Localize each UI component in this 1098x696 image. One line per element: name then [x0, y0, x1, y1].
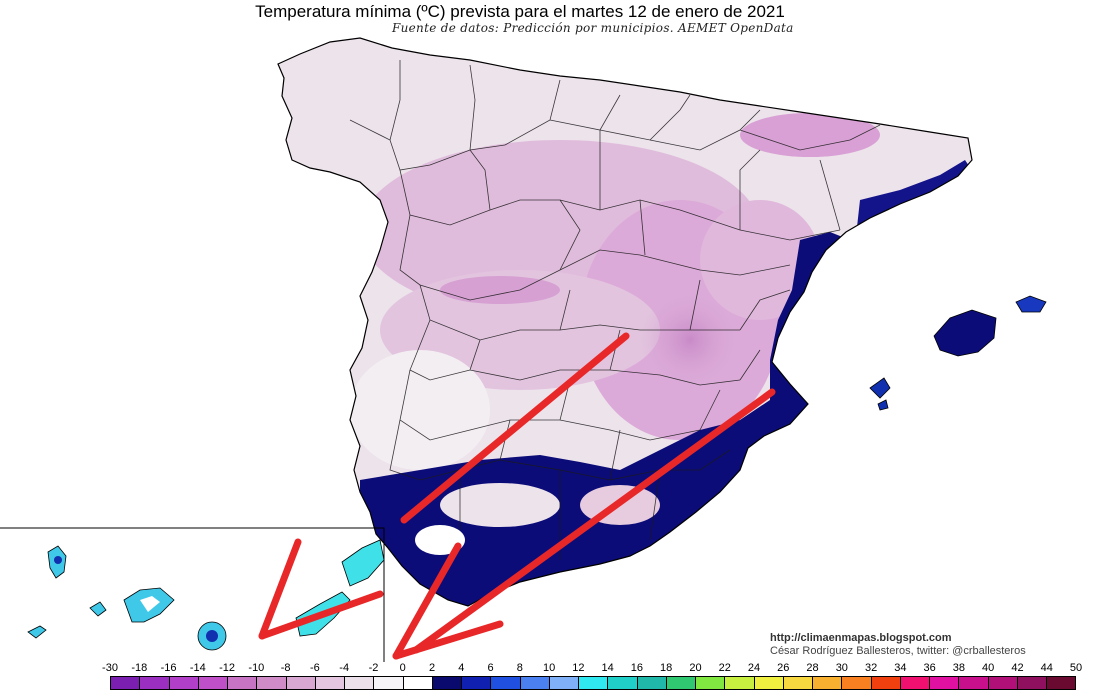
legend-tick-label: 44: [1040, 662, 1053, 674]
arrow-4: [412, 388, 776, 654]
legend-swatch: [930, 677, 960, 689]
legend-tick-label: -6: [310, 662, 320, 674]
legend-tick-label: 10: [542, 662, 556, 674]
legend-swatch: [286, 677, 316, 689]
credit-site: http://climaenmapas.blogspot.com: [770, 632, 952, 644]
legend-swatch: [315, 677, 345, 689]
legend-swatch: [403, 677, 433, 689]
legend-tick-label: -18: [131, 662, 148, 674]
legend-swatch: [959, 677, 989, 689]
peninsula-outline: [277, 37, 973, 607]
legend-tick-label: -2: [368, 662, 379, 674]
legend-swatch: [1017, 677, 1047, 689]
legend-tick-label: 24: [747, 662, 761, 674]
legend-tick-label: 34: [894, 662, 907, 674]
legend-tick-label: 20: [689, 662, 702, 674]
legend-tick-label: 16: [630, 662, 644, 674]
legend-swatch: [198, 677, 228, 689]
legend-swatch: [696, 677, 726, 689]
legend-swatch: [608, 677, 638, 689]
legend-swatch: [725, 677, 755, 689]
legend-swatch: [345, 677, 375, 689]
legend-tick-label: -14: [189, 662, 206, 674]
legend-swatch: [1047, 677, 1076, 689]
province-borders: [349, 60, 881, 560]
balearic-islands: [869, 295, 1047, 411]
arrow-2: [258, 590, 384, 640]
legend-swatch: [432, 677, 462, 689]
canary-islands-inset: [0, 527, 385, 662]
legend-tick-label: 18: [660, 662, 673, 674]
legend-swatch: [579, 677, 609, 689]
legend-tick-label: 42: [1011, 662, 1024, 674]
legend-tick-label: -12: [219, 662, 236, 674]
legend-tick-label: 40: [982, 662, 995, 674]
map-subtitle: Fuente de datos: Predicción por municipi…: [392, 21, 794, 35]
legend-tick-label: 2: [428, 662, 436, 674]
legend-tick-label: 12: [572, 662, 585, 674]
legend-tick-label: 6: [487, 662, 494, 674]
legend-tick-label: -30: [102, 662, 118, 674]
legend-swatch: [111, 677, 141, 689]
arrow-3: [392, 542, 462, 660]
legend-swatch: [257, 677, 287, 689]
legend-swatch: [900, 677, 930, 689]
color-scale: [110, 676, 1076, 690]
legend-tick-label: 38: [952, 662, 966, 674]
legend-swatch: [813, 677, 843, 689]
legend-swatch: [549, 677, 579, 689]
legend-tick-label: 36: [923, 662, 936, 674]
legend-swatch: [374, 677, 404, 689]
legend-tick-label: -4: [339, 662, 350, 674]
legend-tick-label: 32: [864, 662, 878, 674]
legend-tick-label: 26: [777, 662, 790, 674]
legend-swatch: [871, 677, 901, 689]
legend-swatch: [520, 677, 550, 689]
legend-swatch: [462, 677, 492, 689]
legend-tick-label: -10: [248, 662, 265, 674]
legend-swatch: [140, 677, 170, 689]
legend-tick-label: -16: [160, 662, 177, 674]
legend-ticks: -30 -18 -16 -14 -12 -10 -8 -6 -4 -2 0 2 4 6 8 10 12 14 16 1…: [102, 662, 1082, 676]
legend-swatch: [228, 677, 258, 689]
legend-tick-label: 4: [458, 662, 465, 674]
legend-swatch: [491, 677, 521, 689]
legend-tick-label: 28: [806, 662, 819, 674]
legend-swatch: [783, 677, 813, 689]
credit-author: César Rodríguez Ballesteros, twitter: @c…: [770, 645, 1026, 657]
legend-swatch: [666, 677, 696, 689]
red-arrows: [258, 332, 776, 660]
legend-swatch: [988, 677, 1018, 689]
legend-swatch: [637, 677, 667, 689]
legend-tick-label: 0: [399, 662, 406, 674]
legend-tick-label: -8: [280, 662, 291, 674]
legend-swatch: [842, 677, 872, 689]
legend-tick-label: 30: [835, 662, 848, 674]
legend-swatch: [169, 677, 199, 689]
legend-swatch: [754, 677, 784, 689]
arrow-1: [400, 332, 630, 524]
map-title: Temperatura mínima (ºC) prevista para el…: [255, 2, 785, 21]
legend-tick-label: 50: [1069, 662, 1083, 674]
legend-tick-label: 22: [718, 662, 731, 674]
legend-tick-label: 14: [601, 662, 614, 674]
iberian-peninsula: [278, 38, 972, 606]
legend-tick-label: 8: [516, 662, 523, 674]
